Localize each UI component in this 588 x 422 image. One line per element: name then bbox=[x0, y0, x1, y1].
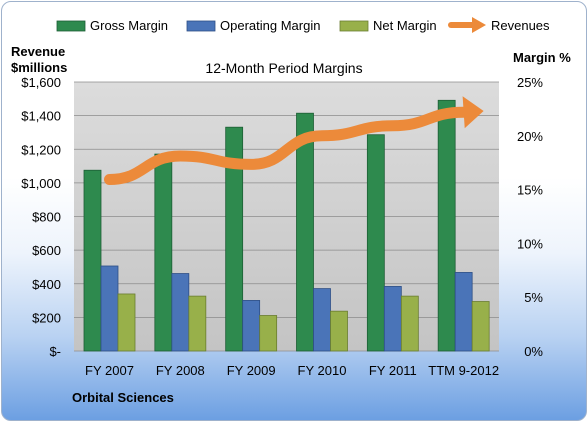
left-axis-ticks: $- $200 $400 $600 $800 $1,000 $1,200 $1,400 $1,6… bbox=[21, 75, 61, 359]
bar-gross-margin bbox=[437, 99, 456, 352]
chart-title: 12-Month Period Margins bbox=[205, 60, 362, 76]
x-axis-labels: FY 2007 FY 2008 FY 2009 FY 2010 FY 2011 TTM 9… bbox=[85, 363, 499, 378]
bar-gross-margin bbox=[225, 126, 244, 352]
bar-net-margin bbox=[471, 301, 490, 352]
bar-operating-margin bbox=[100, 265, 119, 352]
x-tick-label: FY 2010 bbox=[298, 363, 347, 378]
revenue-line bbox=[104, 96, 484, 186]
legend-swatch-net-margin bbox=[339, 20, 369, 32]
left-tick-label: $600 bbox=[32, 243, 61, 258]
left-tick-label: $1,400 bbox=[21, 109, 61, 124]
left-tick-label: $- bbox=[49, 344, 61, 359]
left-tick-label: $1,000 bbox=[21, 176, 61, 191]
bar-net-margin bbox=[259, 315, 278, 352]
legend-label-operating-margin: Operating Margin bbox=[220, 18, 320, 33]
right-tick-label: 15% bbox=[517, 183, 543, 198]
x-tick-label: FY 2008 bbox=[156, 363, 205, 378]
revenue-line-path bbox=[104, 106, 470, 186]
bar-gross-margin bbox=[366, 134, 385, 352]
legend-swatch-gross-margin bbox=[56, 20, 86, 32]
legend-label-revenues: Revenues bbox=[491, 18, 550, 33]
legend-label-gross-margin: Gross Margin bbox=[90, 18, 168, 33]
bar-gross-margin bbox=[83, 169, 102, 352]
bar-operating-margin bbox=[454, 272, 473, 352]
left-tick-label: $400 bbox=[32, 277, 61, 292]
left-tick-label: $800 bbox=[32, 210, 61, 225]
bar-operating-margin bbox=[242, 300, 261, 352]
left-axis-title-line-1: Revenue bbox=[11, 44, 65, 59]
left-tick-label: $200 bbox=[32, 310, 61, 325]
gridlines bbox=[74, 81, 499, 352]
revenue-arrowhead bbox=[462, 96, 484, 129]
left-tick-label: $1,200 bbox=[21, 142, 61, 157]
right-tick-label: 0% bbox=[524, 344, 543, 359]
left-tick-label: $1,600 bbox=[21, 75, 61, 90]
left-axis-title-line-2: $millions bbox=[11, 60, 67, 75]
bar-net-margin bbox=[117, 293, 136, 352]
legend: Gross Margin Operating Margin Net Margin… bbox=[56, 17, 550, 33]
bar-gross-margin bbox=[296, 112, 314, 352]
right-tick-label: 10% bbox=[517, 236, 543, 251]
right-tick-label: 5% bbox=[524, 290, 543, 305]
x-tick-label: FY 2011 bbox=[369, 363, 417, 378]
legend-label-net-margin: Net Margin bbox=[373, 18, 437, 33]
company-name: Orbital Sciences bbox=[72, 390, 174, 405]
bar-net-margin bbox=[188, 295, 207, 352]
bar-gross-margin bbox=[154, 153, 173, 352]
legend-arrow-revenues bbox=[472, 17, 486, 33]
bar-operating-margin bbox=[313, 288, 331, 352]
x-tick-label: FY 2009 bbox=[227, 363, 276, 378]
right-axis-title: Margin % bbox=[513, 50, 571, 65]
bar-operating-margin bbox=[383, 286, 402, 352]
legend-swatch-operating-margin bbox=[186, 20, 216, 32]
bar-series bbox=[83, 99, 490, 352]
x-tick-label: TTM 9-2012 bbox=[428, 363, 499, 378]
right-tick-label: 20% bbox=[517, 129, 543, 144]
x-tick-label: FY 2007 bbox=[85, 363, 134, 378]
right-axis-ticks: 0% 5% 10% 15% 20% 25% bbox=[517, 75, 543, 359]
bar-net-margin bbox=[400, 295, 419, 352]
bar-operating-margin bbox=[171, 273, 190, 352]
bar-net-margin bbox=[330, 310, 348, 352]
right-tick-label: 25% bbox=[517, 75, 543, 90]
